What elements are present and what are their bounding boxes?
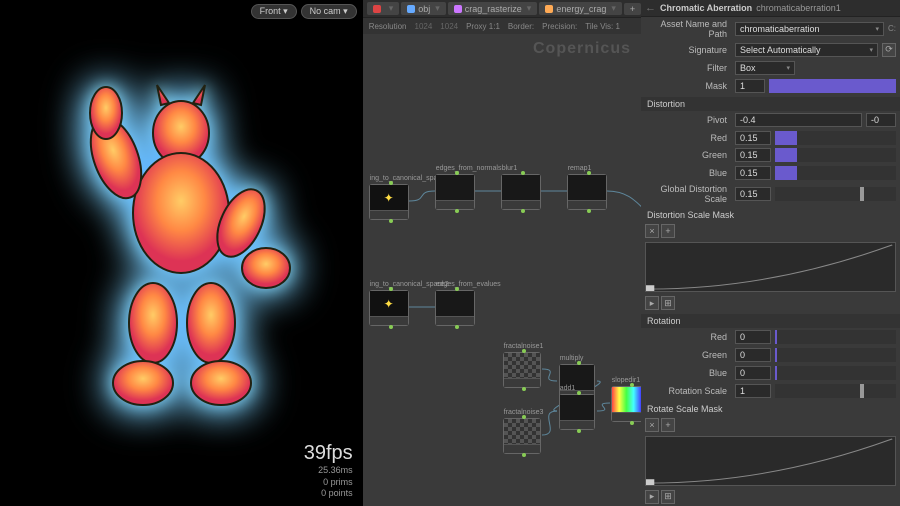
res-y[interactable]: 1024 xyxy=(440,22,458,31)
nodegraph-tab[interactable]: ▾ xyxy=(367,2,400,15)
asset-select[interactable]: chromaticaberration xyxy=(735,22,884,36)
rot-blue-label: Blue xyxy=(645,368,731,378)
rot-curve-loop-icon[interactable]: ⊞ xyxy=(661,490,675,504)
prim-count: 0 prims xyxy=(304,477,353,489)
node-graph-panel: ▾obj▾crag_rasterize▾energy_crag▾+ Resolu… xyxy=(363,0,641,506)
resolution-label: Resolution xyxy=(369,22,407,31)
graph-node[interactable]: fractalnoise1 xyxy=(503,352,541,388)
global-scale-label: Global Distortion Scale xyxy=(645,184,731,204)
nodegraph-tab[interactable]: crag_rasterize▾ xyxy=(448,2,538,15)
rot-scale-label: Rotation Scale xyxy=(645,386,731,396)
rot-green-slider[interactable] xyxy=(775,348,896,362)
pivot-label: Pivot xyxy=(645,115,731,125)
mask-label: Mask xyxy=(645,81,731,91)
graph-node[interactable]: edges_from_evalues xyxy=(435,290,475,326)
mask-input[interactable] xyxy=(735,79,765,93)
rot-green-input[interactable] xyxy=(735,348,771,362)
rot-mask-header[interactable]: Rotate Scale Mask xyxy=(641,402,900,416)
curve-add-btn[interactable]: + xyxy=(661,224,675,238)
graph-node[interactable]: remap1 xyxy=(567,174,607,210)
distortion-section-header[interactable]: Distortion xyxy=(641,97,900,111)
curve-loop-icon[interactable]: ⊞ xyxy=(661,296,675,310)
watermark-text: Copernicus xyxy=(533,40,631,58)
nodegraph-tabs: ▾obj▾crag_rasterize▾energy_crag▾+ xyxy=(363,0,641,18)
curve-delete-btn[interactable]: × xyxy=(645,224,659,238)
nodegraph-toolbar: Resolution 1024 1024 Proxy 1:1 Border: P… xyxy=(363,18,641,34)
camera-dropdown[interactable]: No cam ▾ xyxy=(301,4,357,19)
signature-reload-icon[interactable]: ⟳ xyxy=(882,43,896,57)
pivot-x-input[interactable] xyxy=(735,113,862,127)
border-label: Border: xyxy=(508,22,534,31)
graph-node[interactable]: add1 xyxy=(559,394,595,430)
rot-scale-input[interactable] xyxy=(735,384,771,398)
filter-select[interactable]: Box xyxy=(735,61,795,75)
point-count: 0 points xyxy=(304,488,353,500)
rot-blue-input[interactable] xyxy=(735,366,771,380)
graph-node[interactable]: blur1 xyxy=(501,174,541,210)
back-icon[interactable]: ← xyxy=(645,2,656,14)
rot-red-input[interactable] xyxy=(735,330,771,344)
curve-play-icon[interactable]: ▸ xyxy=(645,296,659,310)
graph-node[interactable]: ing_to_canonical_space1 ✦ xyxy=(369,184,409,220)
nodegraph-canvas[interactable]: Copernicus ing_to_canonical_space1 ✦ edg… xyxy=(363,34,641,506)
rot-red-label: Red xyxy=(645,332,731,342)
asset-extra[interactable]: C: xyxy=(888,24,896,33)
dist-blue-label: Blue xyxy=(645,168,731,178)
add-tab-btn[interactable]: + xyxy=(624,3,641,15)
global-scale-input[interactable] xyxy=(735,187,771,201)
dist-blue-slider[interactable] xyxy=(775,166,896,180)
graph-node[interactable]: fractalnoise3 xyxy=(503,418,541,454)
rot-curve-add-btn[interactable]: + xyxy=(661,418,675,432)
global-scale-slider[interactable] xyxy=(775,187,896,201)
viewport-stats: 39fps 25.36ms 0 prims 0 points xyxy=(304,442,353,500)
param-header: ← Chromatic Aberration chromaticaberrati… xyxy=(641,0,900,17)
node-type-label: Chromatic Aberration xyxy=(660,3,752,13)
nodegraph-tab[interactable]: obj▾ xyxy=(401,2,446,15)
dist-red-input[interactable] xyxy=(735,131,771,145)
rot-curve-play-icon[interactable]: ▸ xyxy=(645,490,659,504)
tilevis-label: Tile Vis: 1 xyxy=(585,22,620,31)
dist-red-label: Red xyxy=(645,133,731,143)
nodegraph-tab[interactable]: energy_crag▾ xyxy=(539,2,622,15)
viewport-top-controls: Front ▾ No cam ▾ xyxy=(251,4,357,19)
rot-green-label: Green xyxy=(645,350,731,360)
filter-label: Filter xyxy=(645,63,731,73)
rot-curve-delete-btn[interactable]: × xyxy=(645,418,659,432)
rot-red-slider[interactable] xyxy=(775,330,896,344)
dist-mask-header[interactable]: Distortion Scale Mask xyxy=(641,208,900,222)
dist-blue-input[interactable] xyxy=(735,166,771,180)
view-front-dropdown[interactable]: Front ▾ xyxy=(251,4,297,19)
rendered-figure xyxy=(61,63,301,443)
graph-node[interactable]: edges_from_normals xyxy=(435,174,475,210)
graph-node[interactable]: slopedir1 xyxy=(611,386,641,422)
dist-green-label: Green xyxy=(645,150,731,160)
signature-label: Signature xyxy=(645,45,731,55)
signature-select[interactable]: Select Automatically xyxy=(735,43,878,57)
viewport-3d[interactable]: Front ▾ No cam ▾ xyxy=(0,0,363,506)
mask-slider[interactable] xyxy=(769,79,896,93)
rotation-section-header[interactable]: Rotation xyxy=(641,314,900,328)
rot-blue-slider[interactable] xyxy=(775,366,896,380)
fps-counter: 39fps xyxy=(304,442,353,465)
distortion-curve-editor[interactable] xyxy=(645,242,896,292)
frametime: 25.36ms xyxy=(304,465,353,477)
asset-label: Asset Name and Path xyxy=(645,19,731,39)
parameters-panel: ← Chromatic Aberration chromaticaberrati… xyxy=(641,0,900,506)
res-x[interactable]: 1024 xyxy=(415,22,433,31)
precision-label: Precision: xyxy=(542,22,577,31)
graph-node[interactable]: ing_to_canonical_space2 ✦ xyxy=(369,290,409,326)
rot-scale-slider[interactable] xyxy=(775,384,896,398)
dist-green-input[interactable] xyxy=(735,148,771,162)
pivot-y-input[interactable] xyxy=(866,113,896,127)
proxy-label: Proxy 1:1 xyxy=(466,22,500,31)
rotation-curve-editor[interactable] xyxy=(645,436,896,486)
dist-red-slider[interactable] xyxy=(775,131,896,145)
dist-green-slider[interactable] xyxy=(775,148,896,162)
node-name[interactable]: chromaticaberration1 xyxy=(756,3,841,13)
